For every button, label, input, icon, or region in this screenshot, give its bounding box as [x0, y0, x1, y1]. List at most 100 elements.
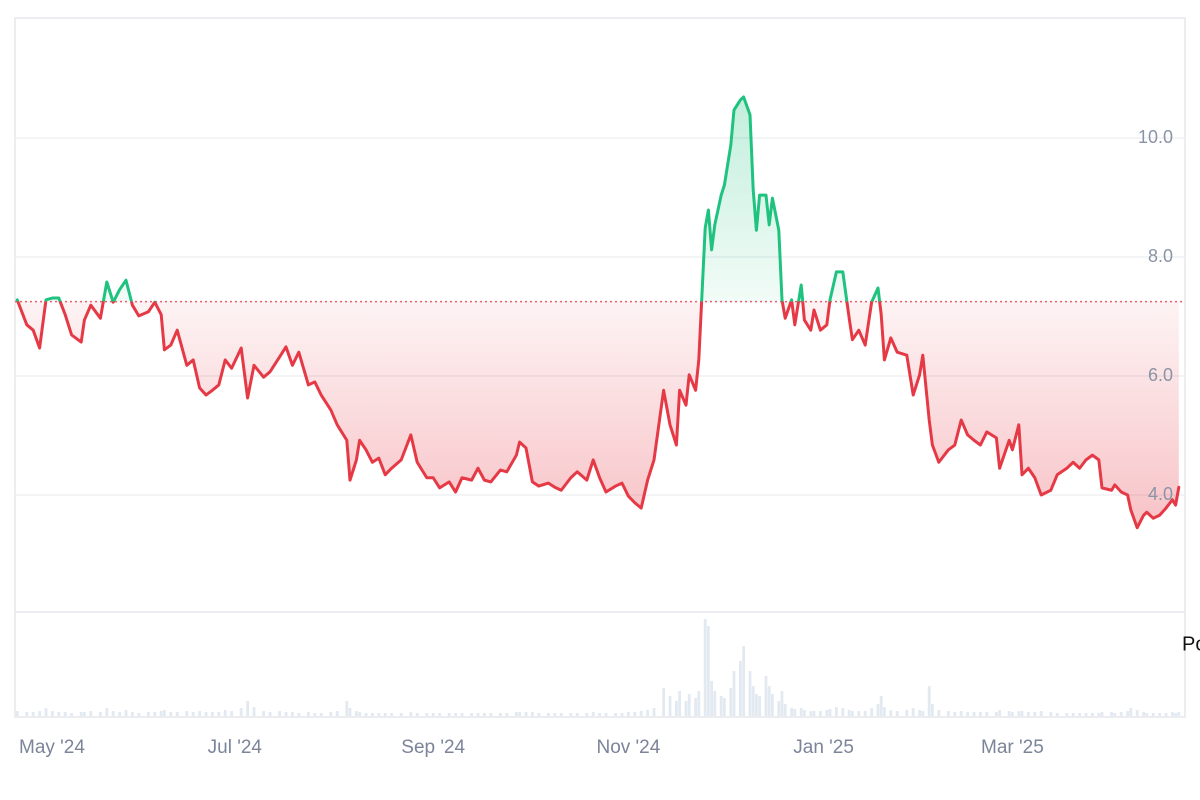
- volume-bar: [1113, 713, 1117, 716]
- volume-bar: [841, 708, 845, 716]
- volume-bar: [70, 713, 73, 716]
- volume-bar: [713, 691, 717, 716]
- volume-bar: [604, 713, 608, 716]
- volume-bar: [790, 708, 793, 716]
- volume-bar: [1158, 713, 1161, 716]
- volume-bar: [25, 712, 29, 716]
- volume-bar: [399, 713, 403, 716]
- volume-bar: [1135, 710, 1139, 716]
- volume-bar: [646, 710, 649, 716]
- volume-bar: [1020, 711, 1024, 716]
- volume-bar: [889, 710, 893, 716]
- volume-bar: [223, 710, 227, 716]
- price-line: [15, 95, 1181, 530]
- volume-bar: [246, 701, 249, 716]
- volume-bar: [252, 707, 256, 716]
- volume-bar: [137, 713, 141, 716]
- volume-bar: [118, 712, 121, 716]
- volume-bar: [518, 712, 521, 716]
- volume-bar: [719, 696, 723, 716]
- volume-bar: [415, 713, 419, 716]
- volume-bar: [995, 712, 998, 716]
- volume-bar: [931, 704, 934, 716]
- volume-bar: [371, 713, 374, 716]
- volume-bar: [31, 712, 35, 716]
- volume-bar: [947, 711, 950, 716]
- volume-bar: [297, 713, 301, 716]
- volume-bar: [1065, 713, 1069, 716]
- y-tick-label: 4.0: [1148, 484, 1173, 504]
- volume-bar: [742, 646, 745, 716]
- volume-bar: [204, 712, 208, 716]
- volume-bar: [819, 711, 822, 716]
- volume-bar: [169, 712, 173, 716]
- volume-bar: [447, 713, 451, 716]
- volume-bar: [454, 713, 457, 716]
- y-tick-label: 10.0: [1138, 127, 1173, 147]
- volume-bar: [777, 701, 781, 716]
- volume-bar: [598, 713, 601, 716]
- volume-bar: [927, 686, 931, 716]
- volume-bar: [857, 711, 861, 716]
- volume-bar: [63, 712, 67, 716]
- volume-bar: [1017, 711, 1021, 716]
- volume-bar: [678, 691, 681, 716]
- volume-bar: [131, 712, 134, 716]
- volume-bar: [998, 710, 1001, 716]
- y-tick-label: 6.0: [1148, 365, 1173, 385]
- volume-bar: [159, 711, 163, 716]
- volume-bar: [825, 710, 829, 716]
- volume-bar: [979, 712, 982, 716]
- volume-bar: [483, 713, 486, 716]
- volume-bar: [1071, 713, 1075, 716]
- volume-bar: [780, 691, 784, 716]
- volume-bar: [751, 686, 755, 716]
- volume-bar: [99, 712, 102, 716]
- volume-bar: [620, 713, 624, 716]
- volume-bar: [355, 711, 358, 716]
- volume-bar: [460, 713, 464, 716]
- volume-bar: [876, 704, 880, 716]
- volume-bar: [268, 712, 272, 716]
- volume-bar: [694, 698, 697, 716]
- volume-bar: [639, 711, 643, 716]
- volume-bar: [614, 713, 617, 716]
- volume-bar: [662, 688, 665, 716]
- volume-bar: [758, 696, 761, 716]
- volume-bar: [812, 711, 816, 716]
- volume-bar: [89, 711, 93, 716]
- volume-bar: [783, 704, 787, 716]
- volume-bar: [799, 708, 803, 716]
- volume-bar: [918, 710, 921, 716]
- volume-bar: [847, 710, 851, 716]
- volume-bar: [505, 713, 509, 716]
- volume-bar: [51, 711, 54, 716]
- volume-bar: [329, 712, 333, 716]
- volume-bar: [687, 694, 691, 716]
- volume-bar: [1084, 713, 1088, 716]
- volume-bar: [1126, 711, 1129, 716]
- volume-bar: [319, 713, 323, 716]
- volume-bar: [15, 711, 19, 716]
- x-tick-label: May '24: [19, 737, 85, 758]
- volume-bar: [668, 696, 672, 716]
- volume-bar: [470, 713, 473, 716]
- volume-bar: [1007, 711, 1011, 716]
- volume-bar: [1033, 712, 1037, 716]
- volume-bar: [1049, 712, 1053, 716]
- volume-bar: [553, 713, 557, 716]
- volume-bar: [79, 712, 83, 716]
- volume-bar: [111, 711, 115, 716]
- volume-bar: [147, 712, 150, 716]
- volume-bar: [230, 711, 233, 716]
- volume-bar: [959, 711, 963, 716]
- volume-bar: [191, 712, 195, 716]
- volume-bar: [198, 711, 201, 716]
- volume-bar: [438, 713, 441, 716]
- volume-bar: [278, 711, 281, 716]
- volume-bar: [697, 691, 701, 716]
- volume-bar: [953, 712, 957, 716]
- volume-bar: [358, 712, 361, 716]
- volume-bar: [57, 712, 61, 716]
- volume-bar: [175, 712, 179, 716]
